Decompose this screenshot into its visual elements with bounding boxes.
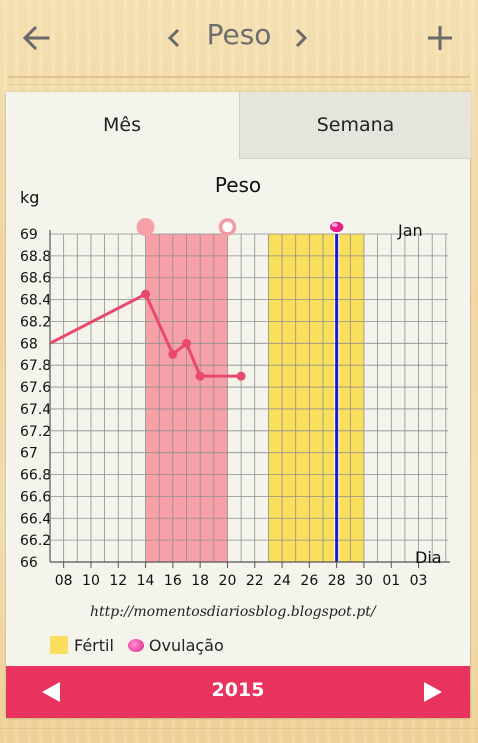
x-tick-label: 24 [273, 573, 291, 589]
weight-line [49, 292, 242, 378]
y-tick-label: 66.4 [20, 511, 51, 527]
y-tick-label: 68.8 [20, 249, 51, 265]
x-tick-label: 01 [382, 573, 400, 589]
fertile-swatch [50, 636, 68, 654]
ovulation-marker [328, 220, 345, 234]
y-tick-label: 67 [20, 446, 38, 462]
x-tick-label: 08 [55, 573, 73, 589]
y-tick-label: 66 [20, 555, 38, 571]
x-tick-label: 16 [164, 573, 182, 589]
x-tick-label: 14 [137, 573, 155, 589]
year-label: 2015 [211, 679, 265, 701]
x-tick-label: 12 [109, 573, 127, 589]
month-label: Jan [397, 221, 423, 240]
y-tick-label: 68.6 [20, 271, 51, 287]
y-tick-label: 67.4 [20, 402, 51, 418]
previous-button[interactable] [158, 14, 190, 62]
blog-url: http://momentosdiariosblog.blogspot.pt/ [90, 604, 376, 620]
x-tick-label: 30 [355, 573, 373, 589]
y-tick-label: 67.2 [20, 424, 51, 440]
next-button[interactable] [285, 14, 317, 62]
header-divider-secondary [8, 84, 470, 85]
back-button[interactable] [10, 14, 62, 62]
triangle-right-icon [424, 682, 442, 702]
tab-week[interactable]: Semana [239, 92, 471, 159]
x-tick-label: 26 [300, 573, 318, 589]
bottom-divider [0, 728, 478, 729]
x-tick-label: 28 [328, 573, 346, 589]
y-tick-label: 69 [20, 227, 38, 243]
tab-month[interactable]: Mês [6, 92, 238, 158]
fertile-band [268, 234, 364, 562]
period-start-marker [136, 218, 155, 236]
weight-point [141, 289, 151, 299]
y-axis-label: kg [20, 188, 39, 207]
year-bar: 2015 [6, 666, 470, 718]
chevron-right-icon [295, 28, 308, 48]
x-tick-label: 18 [191, 573, 209, 589]
plus-icon [428, 26, 452, 50]
x-axis-label: Dia [415, 548, 442, 567]
y-tick-label: 68.2 [20, 314, 51, 330]
x-tick-label: 20 [219, 573, 237, 589]
y-tick-label: 66.6 [20, 489, 51, 505]
weight-point [182, 338, 191, 348]
add-button[interactable] [414, 14, 466, 62]
chart-title: Peso [215, 173, 261, 197]
weight-point [195, 371, 205, 381]
ovulation-swatch [127, 638, 144, 652]
previous-year-button[interactable] [26, 666, 76, 718]
chevron-left-icon [167, 28, 180, 48]
x-tick-label: 10 [82, 573, 100, 589]
weight-point [168, 349, 178, 359]
fertile-legend-label: Fértil [74, 635, 114, 655]
arrow-left-icon [22, 26, 50, 50]
page-title: Peso [206, 18, 272, 51]
next-year-button[interactable] [408, 666, 458, 718]
y-tick-label: 66.8 [20, 468, 51, 484]
chart-card: Mês Semana 69 68.8 68.6 68.4 68.2 68 67.8 67.6 6… [6, 92, 471, 717]
triangle-left-icon [42, 682, 60, 702]
y-tick-label: 66.2 [20, 533, 51, 549]
chart-legend: Fértil Ovulação [50, 633, 224, 657]
y-tick-label: 67.6 [20, 380, 51, 396]
period-end-marker [218, 218, 237, 236]
weight-point [236, 371, 246, 381]
top-bar: Peso [0, 0, 478, 76]
ovulation-marker-highlight [331, 223, 338, 227]
x-tick-label: 22 [246, 573, 264, 589]
ovulation-legend-label: Ovulação [148, 635, 224, 655]
y-tick-label: 68 [20, 336, 38, 352]
x-tick-label: 03 [410, 573, 428, 589]
header-divider [8, 76, 470, 78]
weight-chart: 69 68.8 68.6 68.4 68.2 68 67.8 67.6 67.4 67.2 67 66… [20, 173, 450, 589]
y-tick-label: 68.4 [20, 293, 51, 309]
y-tick-label: 67.8 [20, 358, 51, 374]
